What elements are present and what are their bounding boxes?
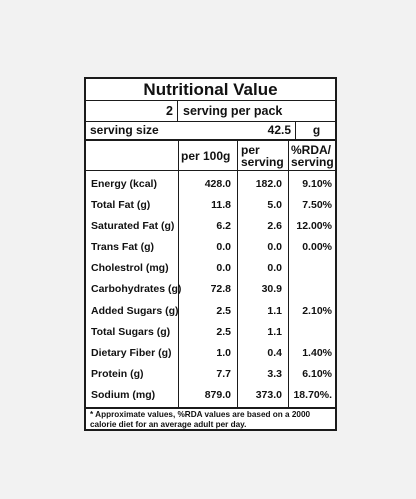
- nutrient-row: Dietary Fiber (g) 1.0 0.4 1.40%: [86, 343, 335, 364]
- serving-size-label: serving size: [90, 123, 159, 137]
- column-header-row: per 100g per serving %RDA/ serving: [86, 141, 335, 171]
- nutrient-rda: 7.50%: [302, 199, 332, 212]
- column-divider: [237, 141, 238, 407]
- nutrient-name: Protein (g): [91, 367, 144, 380]
- nutrient-name: Energy (kcal): [91, 178, 157, 190]
- nutrient-row: Total Fat (g) 11.8 5.0 7.50%: [86, 195, 335, 216]
- nutrient-per-100g: 2.5: [216, 325, 231, 338]
- nutrient-row: Carbohydrates (g) 72.8 30.9: [86, 279, 335, 300]
- nutrient-rda: 12.00%: [296, 220, 332, 233]
- nutrient-per-serving: 0.0: [267, 262, 282, 275]
- column-header-rda: %RDA/ serving: [291, 143, 334, 169]
- nutrient-rda: 18.70%.: [293, 388, 332, 401]
- nutrient-rda: 6.10%: [302, 367, 332, 380]
- nutrient-name: Sodium (mg): [91, 388, 156, 401]
- nutrient-row: Cholestrol (mg) 0.0 0.0: [86, 258, 335, 279]
- nutrient-per-100g: 0.0: [216, 262, 231, 275]
- nutrient-per-serving: 1.1: [267, 304, 282, 317]
- nutrient-table-body: Energy (kcal) 428.0 182.0 9.10% Total Fa…: [86, 174, 335, 406]
- nutrient-per-100g: 428.0: [204, 178, 231, 190]
- nutrient-per-100g: 72.8: [210, 283, 231, 296]
- serving-size-value: 42.5: [246, 122, 296, 139]
- nutrient-row: Energy (kcal) 428.0 182.0 9.10%: [86, 174, 335, 195]
- nutrient-name: Added Sugars (g): [91, 304, 179, 317]
- servings-per-pack-value: 2: [86, 101, 178, 122]
- nutrition-label: Nutritional Value 2 serving per pack ser…: [84, 77, 337, 431]
- nutrient-per-serving: 373.0: [255, 388, 282, 401]
- nutrient-rda: 0.00%: [302, 241, 332, 254]
- footnote: * Approximate values, %RDA values are ba…: [86, 407, 335, 429]
- nutrient-name: Carbohydrates (g): [91, 283, 182, 296]
- nutrient-row: Total Sugars (g) 2.5 1.1: [86, 322, 335, 343]
- nutrient-name: Dietary Fiber (g): [91, 346, 172, 359]
- column-header-per-100g: per 100g: [181, 149, 231, 163]
- nutrient-row: Saturated Fat (g) 6.2 2.6 12.00%: [86, 216, 335, 237]
- nutrient-per-serving: 0.4: [267, 346, 282, 359]
- nutrient-per-serving: 5.0: [267, 199, 282, 212]
- nutrient-row: Sodium (mg) 879.0 373.0 18.70%.: [86, 385, 335, 406]
- nutrient-name: Total Fat (g): [91, 199, 151, 212]
- nutrient-per-100g: 6.2: [216, 220, 231, 233]
- nutrient-name: Total Sugars (g): [91, 325, 171, 338]
- nutrient-per-serving: 3.3: [267, 367, 282, 380]
- nutrient-per-100g: 0.0: [216, 241, 231, 254]
- nutrient-per-100g: 7.7: [216, 367, 231, 380]
- serving-size-unit: g: [312, 123, 321, 137]
- servings-per-pack-label: serving per pack: [183, 104, 283, 118]
- nutrient-per-serving: 0.0: [267, 241, 282, 254]
- nutrient-per-100g: 1.0: [216, 346, 231, 359]
- nutrient-per-100g: 11.8: [211, 199, 231, 212]
- nutrient-name: Trans Fat (g): [91, 241, 155, 254]
- nutrient-name: Cholestrol (mg): [91, 262, 169, 275]
- nutrient-rda: 2.10%: [302, 304, 332, 317]
- label-title: Nutritional Value: [86, 79, 335, 101]
- nutrient-rda: 9.10%: [302, 178, 332, 190]
- nutrient-per-100g: 2.5: [216, 304, 231, 317]
- nutrient-per-serving: 30.9: [261, 283, 282, 296]
- nutrient-per-serving: 2.6: [267, 220, 282, 233]
- nutrient-per-serving: 182.0: [255, 178, 282, 190]
- nutrient-per-serving: 1.1: [267, 325, 282, 338]
- serving-size-row: serving size 42.5 g: [86, 122, 335, 141]
- nutrient-row: Protein (g) 7.7 3.3 6.10%: [86, 364, 335, 385]
- servings-per-pack-row: 2 serving per pack: [86, 101, 335, 122]
- column-header-per-serving: per serving: [241, 143, 284, 169]
- nutrient-per-100g: 879.0: [204, 388, 231, 401]
- column-divider: [288, 141, 289, 407]
- nutrient-rda: 1.40%: [302, 346, 332, 359]
- nutrient-row: Added Sugars (g) 2.5 1.1 2.10%: [86, 301, 335, 322]
- column-divider: [178, 141, 179, 407]
- nutrient-row: Trans Fat (g) 0.0 0.0 0.00%: [86, 237, 335, 258]
- nutrient-name: Saturated Fat (g): [91, 220, 175, 233]
